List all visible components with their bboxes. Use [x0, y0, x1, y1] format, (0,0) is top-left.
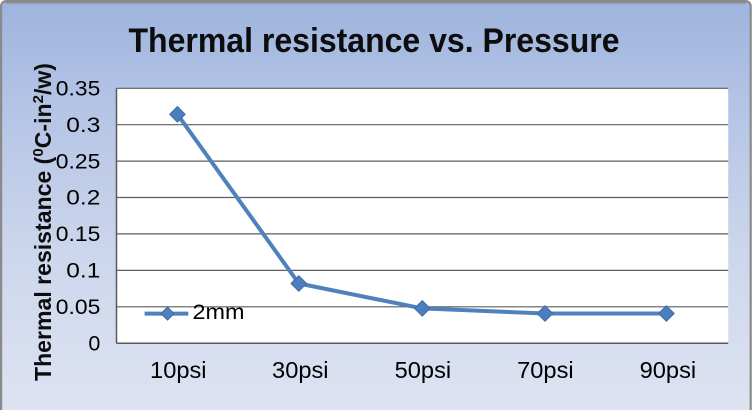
svg-text:0.35: 0.35 — [56, 77, 101, 101]
svg-text:Thermal resistance (0C-in2/w): Thermal resistance (0C-in2/w) — [30, 63, 57, 381]
svg-text:0: 0 — [88, 331, 100, 355]
svg-text:0.1: 0.1 — [66, 259, 100, 283]
svg-text:10psi: 10psi — [150, 357, 207, 383]
svg-text:Thermal resistance vs. Pressur: Thermal resistance vs. Pressure — [129, 22, 620, 60]
svg-text:0.05: 0.05 — [56, 295, 101, 319]
svg-text:50psi: 50psi — [395, 357, 452, 383]
svg-text:0.2: 0.2 — [66, 186, 100, 210]
svg-text:90psi: 90psi — [640, 357, 697, 383]
svg-text:2mm: 2mm — [193, 301, 245, 324]
svg-text:30psi: 30psi — [272, 357, 329, 383]
svg-text:0.3: 0.3 — [66, 113, 100, 137]
svg-text:70psi: 70psi — [517, 357, 574, 383]
svg-text:0.15: 0.15 — [56, 222, 101, 246]
svg-text:0.25: 0.25 — [56, 149, 101, 173]
